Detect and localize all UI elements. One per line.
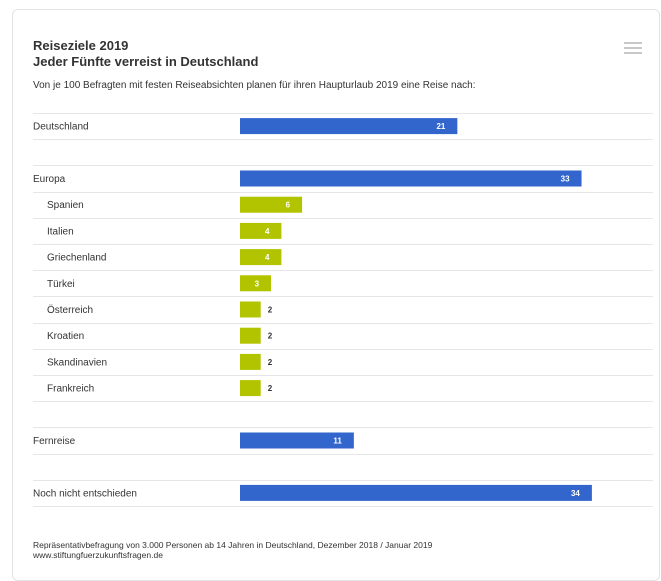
chart-subtitle: Jeder Fünfte verreist in Deutschland (33, 54, 259, 69)
row-label: Spanien (47, 200, 84, 211)
bar-value-label: 4 (265, 227, 270, 236)
row-label: Fernreise (33, 436, 76, 447)
row-label: Italien (47, 226, 74, 237)
bar (240, 380, 261, 397)
bar-value-label: 2 (268, 332, 273, 341)
row-label: Österreich (47, 304, 93, 316)
bar (240, 170, 582, 187)
bar-value-label: 21 (436, 122, 445, 131)
bar-value-label: 33 (561, 175, 570, 184)
row-label: Griechenland (47, 253, 106, 264)
bar-value-label: 4 (265, 253, 270, 262)
bar (240, 484, 592, 501)
row-label: Kroatien (47, 331, 84, 342)
title-block: Reiseziele 2019 Jeder Fünfte verreist in… (33, 38, 258, 70)
bar (240, 222, 282, 239)
row-label: Europa (33, 174, 66, 185)
row-label: Deutschland (33, 122, 89, 133)
source-url: www.stiftungfuerzukunftsfragen.de (33, 550, 163, 560)
chart-intro-text: Von je 100 Befragten mit festen Reiseabs… (33, 80, 476, 91)
menu-icon-line (624, 42, 642, 44)
bar (240, 275, 272, 292)
menu-icon-line (624, 47, 642, 49)
bar-value-label: 6 (286, 201, 291, 210)
bar (240, 327, 261, 344)
menu-icon-line (624, 52, 642, 54)
bar-value-label: 2 (268, 358, 273, 367)
bar-value-label: 11 (333, 437, 342, 446)
row-label: Noch nicht entschieden (33, 488, 137, 499)
bar-value-label: 2 (268, 306, 273, 315)
row-label: Türkei (47, 279, 75, 290)
bar-value-label: 34 (571, 489, 580, 498)
source-note: Repräsentativbefragung von 3.000 Persone… (33, 540, 432, 560)
row-label: Skandinavien (47, 357, 107, 368)
bar-value-label: 3 (255, 279, 260, 288)
bar-value-label: 2 (268, 384, 273, 393)
chart-title: Reiseziele 2019 (33, 38, 129, 53)
row-label: Frankreich (47, 384, 94, 395)
bar (240, 353, 261, 370)
bar (240, 432, 354, 449)
bar (240, 118, 458, 135)
bar (240, 301, 261, 318)
hamburger-menu-icon[interactable] (624, 42, 642, 56)
bar (240, 249, 282, 266)
bar (240, 196, 303, 213)
source-line: Repräsentativbefragung von 3.000 Persone… (33, 540, 433, 550)
